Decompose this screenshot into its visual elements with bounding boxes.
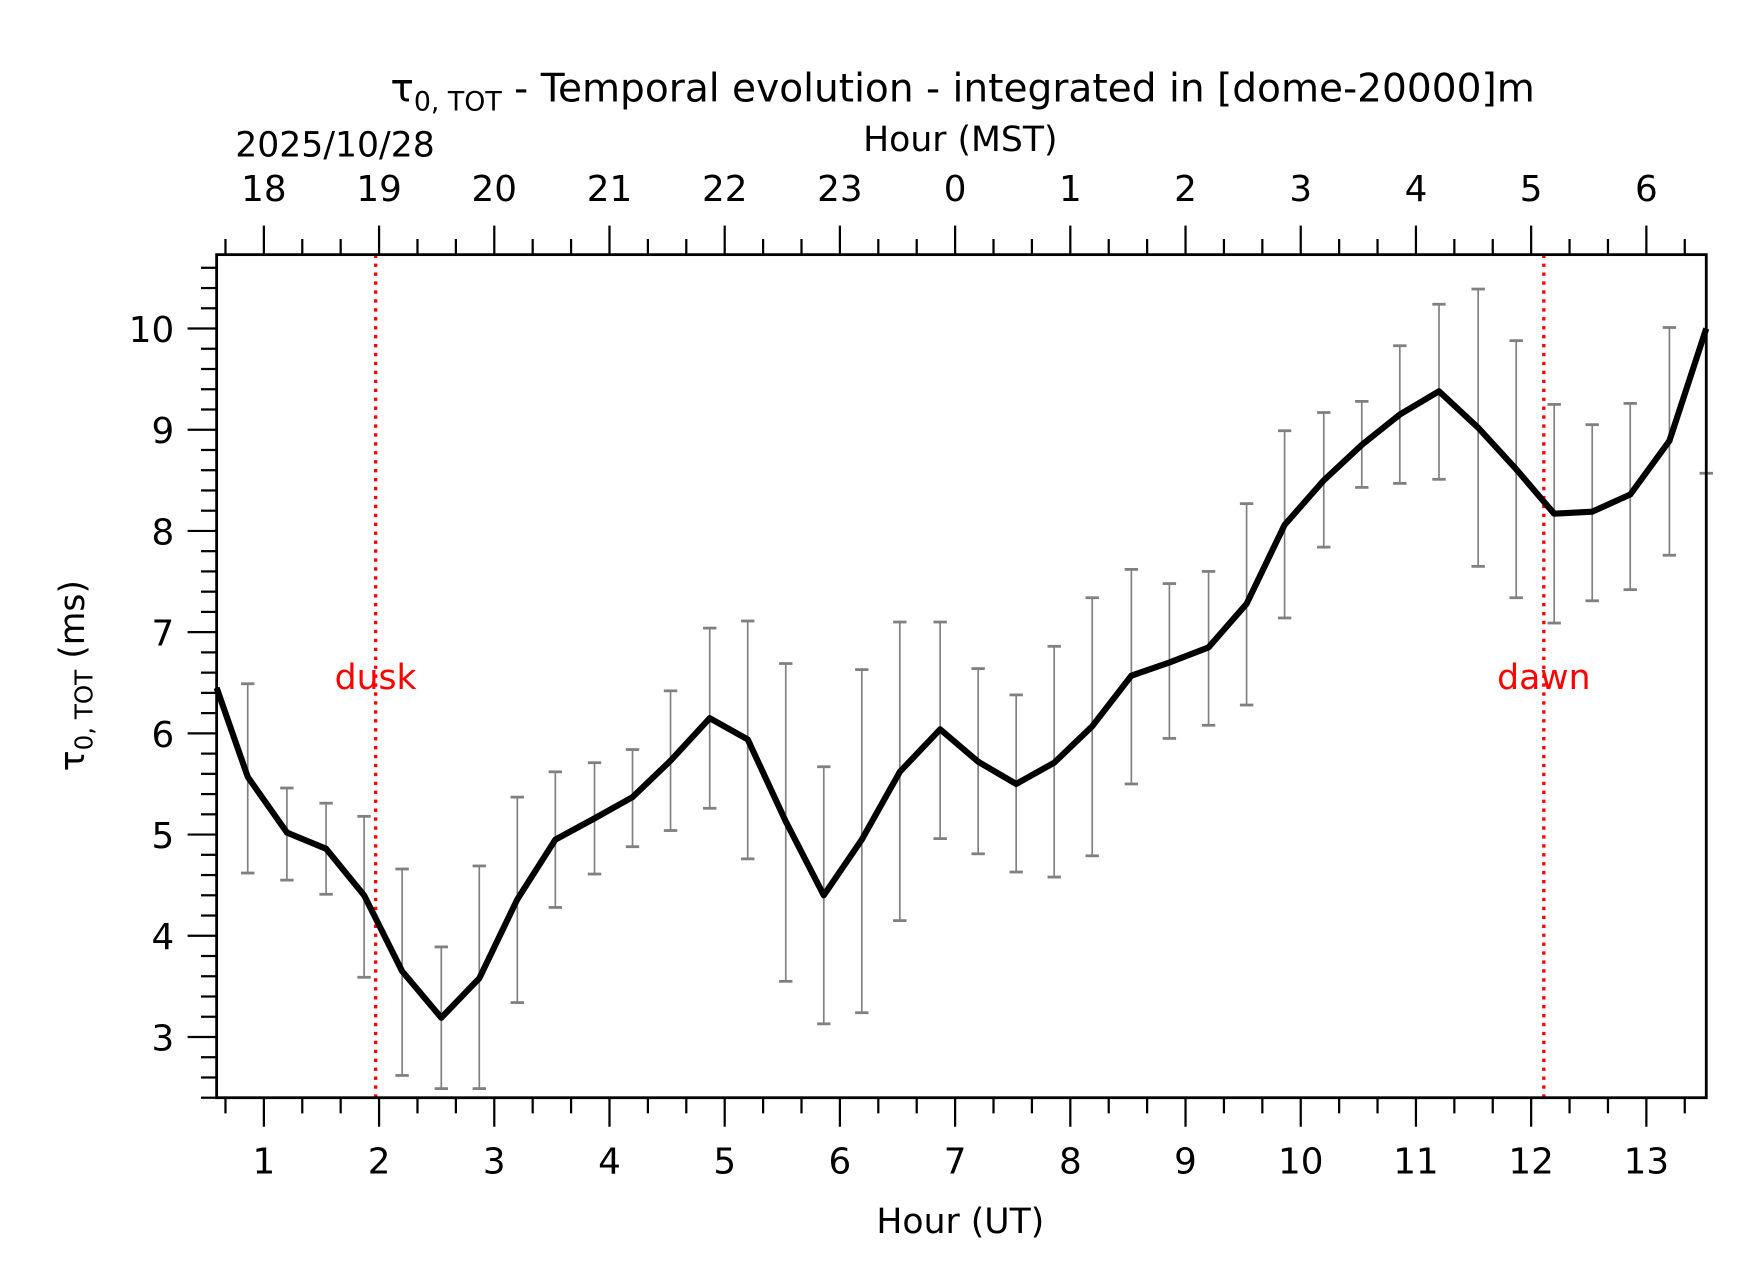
- x-top-tick-label: 1: [1059, 169, 1082, 210]
- x-top-tick-label: 22: [702, 169, 747, 210]
- x-tick-label: 6: [829, 1142, 852, 1183]
- x-tick-label: 9: [1174, 1142, 1197, 1183]
- x-tick-label: 2: [368, 1142, 391, 1183]
- x-tick-label: 12: [1508, 1142, 1553, 1183]
- y-tick-label: 7: [151, 614, 174, 655]
- x-top-tick-label: 2: [1174, 169, 1197, 210]
- title-symbol: τ: [390, 67, 414, 112]
- y-tick-label: 5: [151, 816, 174, 857]
- y-tick-label: 6: [151, 715, 174, 756]
- x-top-tick-label: 18: [241, 169, 286, 210]
- x-top-tick-label: 23: [817, 169, 862, 210]
- x-tick-label: 5: [713, 1142, 736, 1183]
- x-tick-label: 3: [483, 1142, 506, 1183]
- ylabel-subscript: 0, TOT: [70, 669, 99, 751]
- title-rest: - Temporal evolution - integrated in [do…: [502, 67, 1535, 112]
- y-tick-label: 10: [129, 310, 174, 351]
- x-top-tick-label: 21: [587, 169, 632, 210]
- x-top-tick-label: 4: [1405, 169, 1428, 210]
- x-top-tick-label: 5: [1520, 169, 1543, 210]
- annotation-label-dusk: dusk: [335, 658, 417, 698]
- x-tick-label: 1: [253, 1142, 276, 1183]
- ylabel-symbol: τ: [53, 750, 93, 771]
- x-top-tick-label: 3: [1289, 169, 1312, 210]
- title-subscript: 0, TOT: [414, 87, 503, 118]
- x-top-tick-label: 19: [356, 169, 401, 210]
- x-top-tick-label: 0: [944, 169, 967, 210]
- ylabel-rest: (ms): [53, 580, 93, 670]
- x-tick-label: 11: [1393, 1142, 1438, 1183]
- y-tick-label: 9: [151, 411, 174, 452]
- x-top-tick-label: 20: [472, 169, 517, 210]
- x-top-tick-label: 6: [1635, 169, 1658, 210]
- x-tick-label: 7: [944, 1142, 967, 1183]
- x-axis-label: Hour (UT): [876, 1202, 1044, 1242]
- x-tick-label: 8: [1059, 1142, 1082, 1183]
- x-tick-label: 4: [598, 1142, 621, 1183]
- y-tick-label: 4: [151, 917, 174, 958]
- x-top-axis-label: Hour (MST): [863, 120, 1057, 160]
- x-tick-label: 13: [1624, 1142, 1669, 1183]
- date-label: 2025/10/28: [235, 125, 434, 165]
- plot-frame: [215, 253, 1708, 1100]
- x-tick-label: 10: [1278, 1142, 1323, 1183]
- y-axis-label: τ0, TOT (ms): [53, 580, 99, 771]
- y-tick-label: 3: [151, 1018, 174, 1059]
- annotation-label-dawn: dawn: [1497, 658, 1590, 698]
- y-tick-label: 8: [151, 512, 174, 553]
- chart-title: τ0, TOT - Temporal evolution - integrate…: [390, 67, 1535, 118]
- series-line: [213, 327, 1710, 1021]
